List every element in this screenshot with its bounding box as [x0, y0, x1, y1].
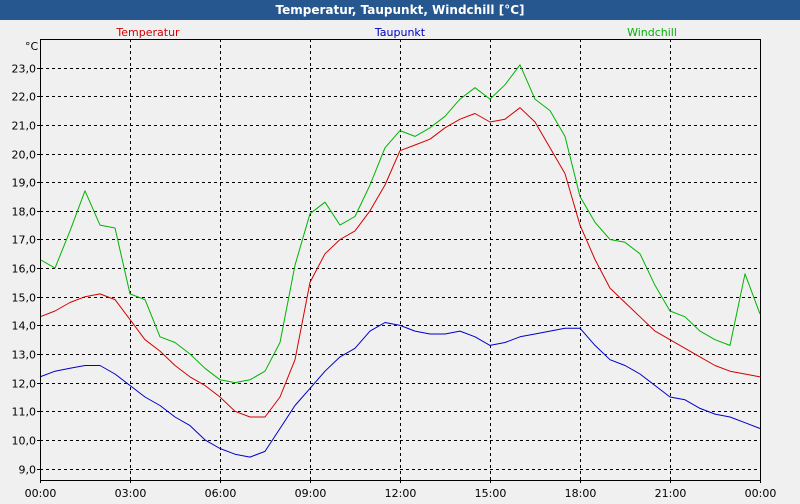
y-tick-label: 13,0	[12, 349, 37, 362]
x-tick-time-label: 03:00	[115, 487, 147, 500]
y-tick-label: 22,0	[12, 91, 37, 104]
x-tick-time-label: 06:00	[205, 487, 237, 500]
x-tick-time-label: 09:00	[295, 487, 327, 500]
y-tick-label: 10,0	[12, 435, 37, 448]
x-tick-time-label: 18:00	[565, 487, 597, 500]
legend-windchill: Windchill	[627, 26, 677, 39]
y-tick-label: 17,0	[12, 234, 37, 247]
y-tick-label: 23,0	[12, 63, 37, 76]
y-tick-label: 19,0	[12, 177, 37, 190]
y-tick-label: 14,0	[12, 320, 37, 333]
line-chart: 9,0 10,0 11,0 12,0 13,0 14,0 15,0 16,0 17,0 18,0 1…	[12, 26, 785, 504]
y-axis-ticks: 9,0 10,0 11,0 12,0 13,0 14,0 15,0 16,0 17,0 18,0 1…	[12, 63, 40, 477]
y-tick-label: 18,0	[12, 206, 37, 219]
x-axis-ticks: 00:0014.10.1703:0014.10.1706:0014.10.170…	[16, 480, 785, 504]
x-tick-time-label: 15:00	[475, 487, 507, 500]
y-tick-label: 11,0	[12, 406, 37, 419]
y-tick-label: 12,0	[12, 378, 37, 391]
series-line-temperatur	[39, 107, 761, 418]
x-tick-time-label: 21:00	[655, 487, 687, 500]
y-tick-label: 9,0	[19, 464, 37, 477]
y-tick-label: 20,0	[12, 149, 37, 162]
series-lines	[39, 64, 761, 458]
x-tick-time-label: 00:00	[25, 487, 57, 500]
x-tick-time-label: 00:00	[745, 487, 777, 500]
y-axis-label: °C	[25, 40, 39, 53]
y-tick-label: 15,0	[12, 292, 37, 305]
legend-taupunkt: Taupunkt	[374, 26, 426, 39]
chart-area: 9,0 10,0 11,0 12,0 13,0 14,0 15,0 16,0 17,0 18,0 1…	[0, 20, 800, 504]
chart-title: Temperatur, Taupunkt, Windchill [°C]	[0, 0, 800, 20]
x-tick-time-label: 12:00	[385, 487, 417, 500]
grid-lines	[40, 39, 760, 480]
y-tick-label: 21,0	[12, 120, 37, 133]
series-line-windchill	[39, 64, 761, 384]
series-line-taupunkt	[39, 322, 761, 458]
legend-temperatur: Temperatur	[115, 26, 180, 39]
y-tick-label: 16,0	[12, 263, 37, 276]
